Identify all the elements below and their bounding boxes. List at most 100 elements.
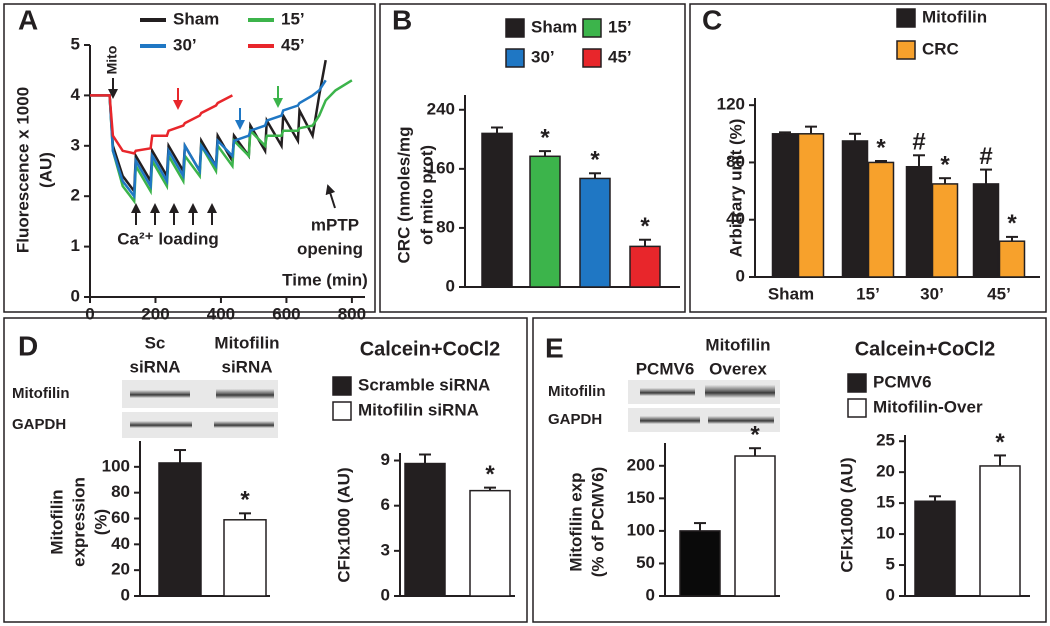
legend-swatch [332,401,352,421]
blot-band [708,416,774,424]
legend-label: PCMV6 [873,372,932,391]
blot-row-label: Mitofilin [12,385,69,402]
bar [931,183,959,278]
bar [914,500,956,597]
blot-lane-label: siRNA [221,357,272,376]
annotation: opening [297,239,363,258]
significance-label: * [485,461,495,488]
y-tick-label: 6 [381,495,390,514]
bar [579,177,611,288]
blot-band [705,385,775,398]
x-tick-label: Sham [768,284,814,303]
legend-label: 45’ [608,47,632,66]
panel-frame [3,3,376,313]
bar [841,140,869,278]
blot-band [640,416,700,424]
y-tick-label: 0 [446,276,455,295]
legend-swatch [847,398,867,418]
y-tick-label: 5 [886,555,895,574]
blot-lane-label: Sc [145,333,166,352]
x-tick-label: 0 [85,304,94,323]
x-tick-label: 800 [338,304,366,323]
bar [469,489,511,597]
significance-label: * [995,429,1005,456]
y-tick-label: 240 [427,99,455,118]
panel-frame [532,317,1047,623]
blot-row-label: GAPDH [12,416,66,433]
significance-label: # [979,143,992,170]
y-tick-label: 60 [111,508,130,527]
y-axis-label: Fluorescence x 1000 [13,87,32,253]
y-tick-label: 0 [71,286,80,305]
blot-lane-label: Mitofilin [705,335,770,354]
x-tick-label: 600 [272,304,300,323]
y-tick-label: 10 [876,524,895,543]
legend-label: Mitofilin-Over [873,397,983,416]
significance-label: * [640,213,650,240]
blot-row-label: Mitofilin [548,383,605,400]
panel-frame [379,3,686,313]
y-tick-label: 3 [71,135,80,154]
bar [979,465,1021,597]
bar [158,462,202,597]
y-tick-label: 20 [111,560,130,579]
legend-label: Mitofilin siRNA [358,400,479,419]
bar [771,133,799,278]
legend-label: Mitofilin [922,7,987,26]
blot-lane-label: PCMV6 [636,359,695,378]
bar [223,519,267,597]
legend-swatch [505,48,525,68]
panel-frame [689,3,1047,313]
significance-label: * [240,487,250,514]
bar [867,161,895,278]
y-tick-label: 0 [886,585,895,604]
panel-frame [3,317,528,623]
y-axis-label: (% of PCMV6) [588,467,607,578]
y-tick-label: 15 [876,493,895,512]
blot-band [216,389,274,399]
line [90,94,233,155]
bar [629,245,661,288]
legend-swatch [505,18,525,38]
legend-label: Sham [173,9,219,28]
bar [905,165,933,278]
legend-swatch [582,18,602,38]
legend-label: CRC [922,39,959,58]
y-tick-label: 80 [726,152,745,171]
y-axis-label: (AU) [36,152,55,188]
legend-label: 15’ [281,9,305,28]
legend-label: Sham [531,17,577,36]
significance-label: * [540,124,550,151]
y-tick-label: 1 [71,236,80,255]
panel-letter: E [545,332,564,363]
significance-label: # [912,129,925,156]
annotation: Mito [104,46,120,75]
significance-label: * [1007,210,1017,237]
y-tick-label: 9 [381,450,390,469]
significance-label: * [876,134,886,161]
y-axis-label: Mitofilin exp [566,472,585,571]
significance-label: * [750,422,760,449]
legend-swatch [847,373,867,393]
y-tick-label: 80 [111,482,130,501]
y-axis-label: CRC (nmoles/mg [394,127,413,264]
legend-label: 45’ [281,35,305,54]
y-tick-label: 200 [627,455,655,474]
bar [529,155,561,288]
y-axis-label: CFIx1000 (AU) [837,457,856,572]
y-axis-label: expression [69,477,88,567]
legend-label: 30’ [173,35,197,54]
bar [734,455,776,597]
bar [679,530,721,597]
y-tick-label: 3 [381,540,390,559]
x-axis-label: Time (min) [282,270,368,289]
line [90,79,327,200]
significance-label: * [590,147,600,174]
arrow [325,184,336,209]
blot-lane-label: siRNA [129,357,180,376]
legend-swatch [896,8,916,28]
y-tick-label: 50 [636,553,655,572]
bar [998,240,1026,278]
x-tick-label: 30’ [920,284,944,303]
y-tick-label: 4 [71,85,81,104]
